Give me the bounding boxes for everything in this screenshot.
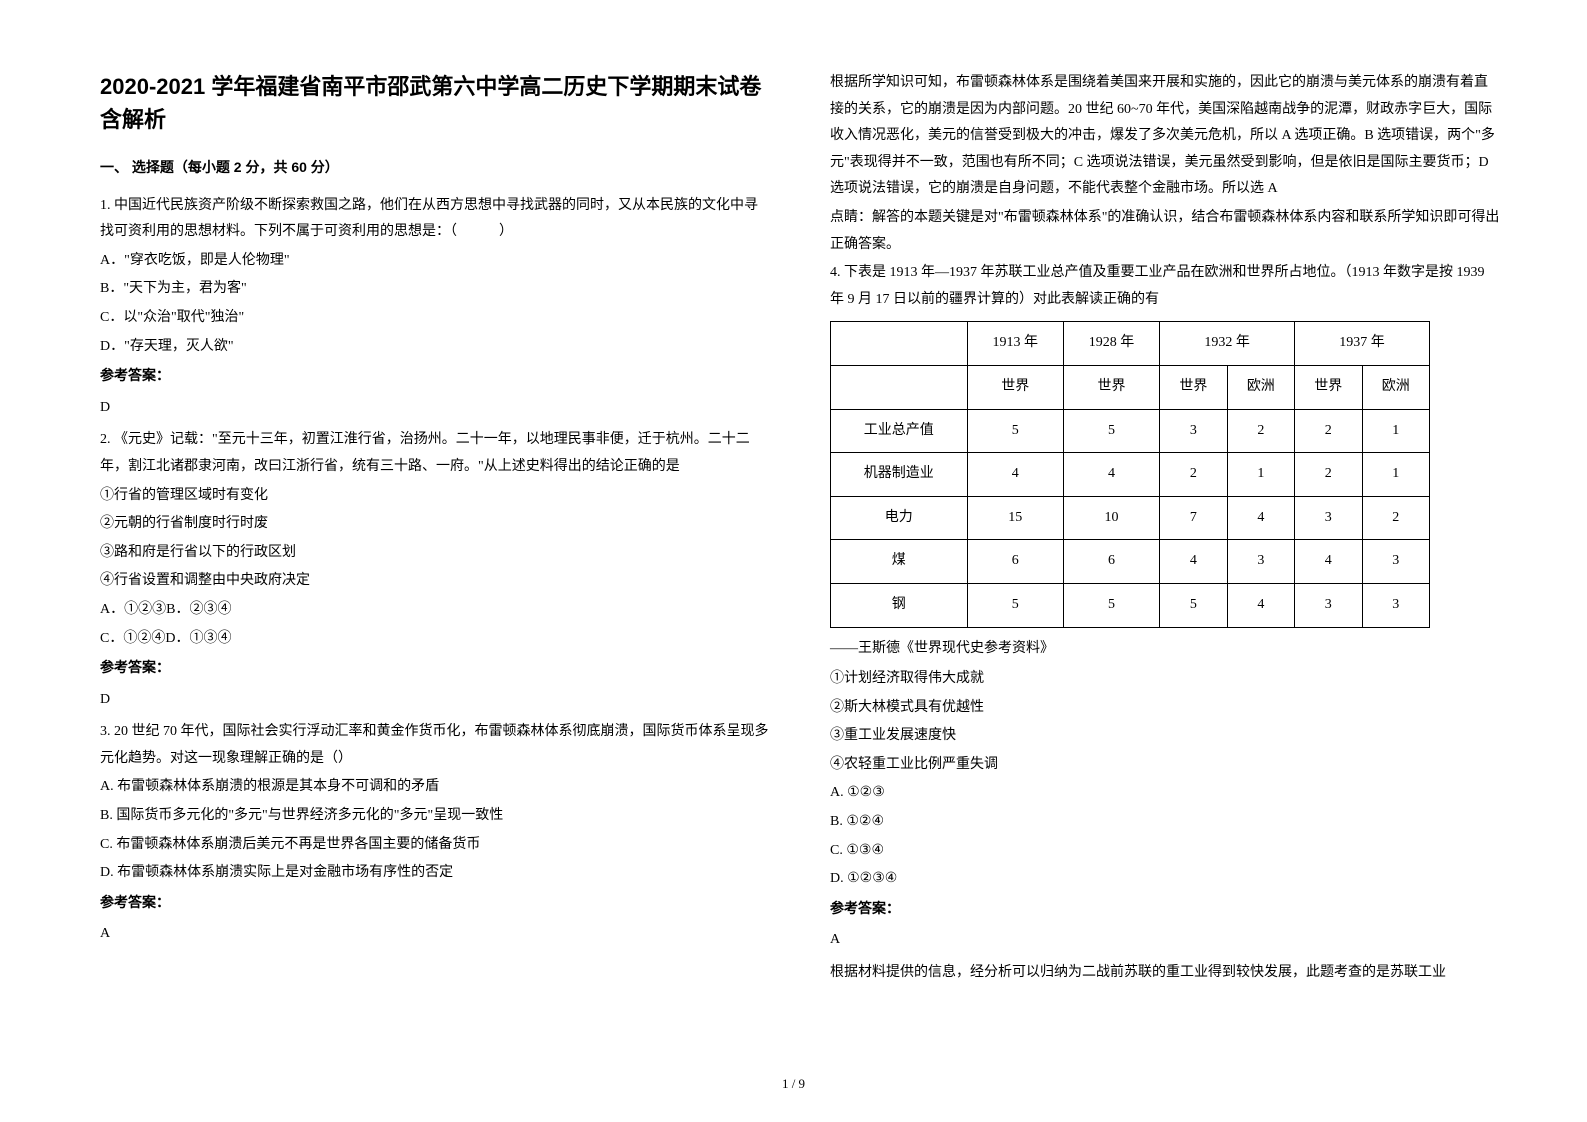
table-cell: 5 bbox=[1063, 409, 1159, 453]
table-cell: 3 bbox=[1295, 583, 1362, 627]
q1-option-b: B．"天下为主，君为客" bbox=[100, 276, 770, 303]
q2-o3: ③路和府是行省以下的行政区划 bbox=[100, 540, 770, 567]
page-number: 1 / 9 bbox=[782, 1076, 805, 1092]
q4-o4: ④农轻重工业比例严重失调 bbox=[830, 752, 1500, 779]
q4-source: ——王斯德《世界现代史参考资料》 bbox=[830, 636, 1500, 663]
table-cell: 3 bbox=[1362, 583, 1429, 627]
table-cell: 4 bbox=[1227, 496, 1294, 540]
exam-title: 2020-2021 学年福建省南平市邵武第六中学高二历史下学期期末试卷含解析 bbox=[100, 70, 770, 136]
q3-stem: 3. 20 世纪 70 年代，国际社会实行浮动汇率和黄金作货币化，布雷顿森林体系… bbox=[100, 719, 770, 772]
q2-stem: 2. 《元史》记载："至元十三年，初置江淮行省，治扬州。二十一年，以地理民事非便… bbox=[100, 427, 770, 480]
q1-option-a: A．"穿衣吃饭，即是人伦物理" bbox=[100, 248, 770, 275]
q4-stem: 4. 下表是 1913 年—1937 年苏联工业总产值及重要工业产品在欧洲和世界… bbox=[830, 260, 1500, 313]
table-cell bbox=[831, 365, 968, 409]
table-cell: 1932 年 bbox=[1160, 322, 1295, 366]
q1-stem: 1. 中国近代民族资产阶级不断探索救国之路，他们在从西方思想中寻找武器的同时，又… bbox=[100, 193, 770, 246]
q2-answer: D bbox=[100, 687, 770, 714]
q3-option-c: C. 布雷顿森林体系崩溃后美元不再是世界各国主要的储备货币 bbox=[100, 832, 770, 859]
table-cell: 1 bbox=[1227, 453, 1294, 497]
table-cell: 5 bbox=[1160, 583, 1227, 627]
table-row: 工业总产值 5 5 3 2 2 1 bbox=[831, 409, 1430, 453]
table-row: 机器制造业 4 4 2 1 2 1 bbox=[831, 453, 1430, 497]
left-column: 2020-2021 学年福建省南平市邵武第六中学高二历史下学期期末试卷含解析 一… bbox=[100, 70, 770, 989]
table-cell: 4 bbox=[1227, 583, 1294, 627]
table-cell: 1913 年 bbox=[967, 322, 1063, 366]
table-cell: 世界 bbox=[1063, 365, 1159, 409]
q4-option-d: D. ①②③④ bbox=[830, 866, 1500, 893]
table-cell: 2 bbox=[1227, 409, 1294, 453]
table-cell: 4 bbox=[1160, 540, 1227, 584]
table-cell: 1 bbox=[1362, 453, 1429, 497]
table-region-row: 世界 世界 世界 欧洲 世界 欧洲 bbox=[831, 365, 1430, 409]
table-cell: 4 bbox=[967, 453, 1063, 497]
q2-option-c: C．①②④D．①③④ bbox=[100, 626, 770, 653]
table-cell: 3 bbox=[1160, 409, 1227, 453]
table-cell: 5 bbox=[1063, 583, 1159, 627]
table-cell: 钢 bbox=[831, 583, 968, 627]
table-row: 电力 15 10 7 4 3 2 bbox=[831, 496, 1430, 540]
table-cell: 1937 年 bbox=[1295, 322, 1430, 366]
table-cell: 3 bbox=[1362, 540, 1429, 584]
table-cell: 3 bbox=[1227, 540, 1294, 584]
q2-option-a: A．①②③B．②③④ bbox=[100, 597, 770, 624]
table-cell: 6 bbox=[967, 540, 1063, 584]
table-cell bbox=[831, 322, 968, 366]
table-cell: 3 bbox=[1295, 496, 1362, 540]
q4-option-b: B. ①②④ bbox=[830, 809, 1500, 836]
q3-answer-label: 参考答案： bbox=[100, 889, 770, 916]
table-cell: 2 bbox=[1160, 453, 1227, 497]
table-cell: 世界 bbox=[967, 365, 1063, 409]
table-row: 煤 6 6 4 3 4 3 bbox=[831, 540, 1430, 584]
table-cell: 世界 bbox=[1295, 365, 1362, 409]
table-cell: 煤 bbox=[831, 540, 968, 584]
table-cell: 5 bbox=[967, 409, 1063, 453]
q2-o4: ④行省设置和调整由中央政府决定 bbox=[100, 568, 770, 595]
q4-option-c: C. ①③④ bbox=[830, 838, 1500, 865]
q2-o1: ①行省的管理区域时有变化 bbox=[100, 483, 770, 510]
table-cell: 15 bbox=[967, 496, 1063, 540]
q3-answer: A bbox=[100, 921, 770, 948]
table-cell: 2 bbox=[1362, 496, 1429, 540]
right-column: 根据所学知识可知，布雷顿森林体系是围绕着美国来开展和实施的，因此它的崩溃与美元体… bbox=[830, 70, 1500, 989]
table-cell: 工业总产值 bbox=[831, 409, 968, 453]
q3-option-a: A. 布雷顿森林体系崩溃的根源是其本身不可调和的矛盾 bbox=[100, 774, 770, 801]
table-cell: 5 bbox=[967, 583, 1063, 627]
table-cell: 世界 bbox=[1160, 365, 1227, 409]
q3-explain-2: 点睛：解答的本题关键是对"布雷顿森林体系"的准确认识，结合布雷顿森林体系内容和联… bbox=[830, 205, 1500, 258]
q4-o3: ③重工业发展速度快 bbox=[830, 723, 1500, 750]
table-cell: 2 bbox=[1295, 453, 1362, 497]
table-cell: 电力 bbox=[831, 496, 968, 540]
table-cell: 1928 年 bbox=[1063, 322, 1159, 366]
q2-answer-label: 参考答案： bbox=[100, 654, 770, 681]
q3-option-b: B. 国际货币多元化的"多元"与世界经济多元化的"多元"呈现一致性 bbox=[100, 803, 770, 830]
section-header: 一、 选择题（每小题 2 分，共 60 分） bbox=[100, 154, 770, 181]
q4-option-a: A. ①②③ bbox=[830, 780, 1500, 807]
table-cell: 欧洲 bbox=[1362, 365, 1429, 409]
table-year-row: 1913 年 1928 年 1932 年 1937 年 bbox=[831, 322, 1430, 366]
q4-o1: ①计划经济取得伟大成就 bbox=[830, 666, 1500, 693]
q4-o2: ②斯大林模式具有优越性 bbox=[830, 695, 1500, 722]
q1-option-c: C．以"众治"取代"独治" bbox=[100, 305, 770, 332]
q4-answer: A bbox=[830, 927, 1500, 954]
q1-answer: D bbox=[100, 395, 770, 422]
table-cell: 4 bbox=[1063, 453, 1159, 497]
q4-answer-label: 参考答案： bbox=[830, 895, 1500, 922]
table-cell: 7 bbox=[1160, 496, 1227, 540]
table-cell: 2 bbox=[1295, 409, 1362, 453]
q2-o2: ②元朝的行省制度时行时废 bbox=[100, 511, 770, 538]
table-cell: 1 bbox=[1362, 409, 1429, 453]
table-cell: 欧洲 bbox=[1227, 365, 1294, 409]
q3-option-d: D. 布雷顿森林体系崩溃实际上是对金融市场有序性的否定 bbox=[100, 860, 770, 887]
table-cell: 4 bbox=[1295, 540, 1362, 584]
table-cell: 机器制造业 bbox=[831, 453, 968, 497]
table-row: 钢 5 5 5 4 3 3 bbox=[831, 583, 1430, 627]
q1-answer-label: 参考答案： bbox=[100, 362, 770, 389]
q1-option-d: D．"存天理，灭人欲" bbox=[100, 334, 770, 361]
table-cell: 10 bbox=[1063, 496, 1159, 540]
q3-explain-1: 根据所学知识可知，布雷顿森林体系是围绕着美国来开展和实施的，因此它的崩溃与美元体… bbox=[830, 70, 1500, 203]
table-cell: 6 bbox=[1063, 540, 1159, 584]
q4-explain: 根据材料提供的信息，经分析可以归纳为二战前苏联的重工业得到较快发展，此题考查的是… bbox=[830, 960, 1500, 987]
q4-table: 1913 年 1928 年 1932 年 1937 年 世界 世界 世界 欧洲 … bbox=[830, 321, 1430, 627]
